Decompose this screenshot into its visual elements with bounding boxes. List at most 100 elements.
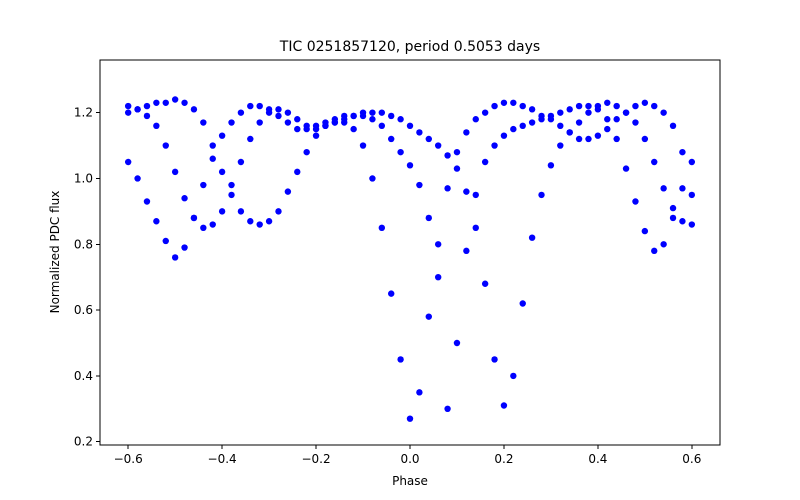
data-point <box>406 122 414 130</box>
data-point <box>575 135 583 143</box>
data-point <box>453 339 461 347</box>
data-point <box>378 224 386 232</box>
data-point <box>218 132 226 139</box>
data-point <box>369 175 376 182</box>
data-point <box>613 116 620 123</box>
y-tick-label: 0.4 <box>74 369 93 383</box>
data-point <box>303 148 310 156</box>
data-point <box>397 148 404 156</box>
data-point <box>124 158 132 166</box>
plot-frame <box>99 59 721 446</box>
data-point <box>481 109 489 116</box>
data-point <box>284 109 292 116</box>
data-point <box>247 102 254 110</box>
y-axis-ticks: 0.2 0.4 0.6 0.8 1.0 1.2 <box>74 106 100 449</box>
data-point <box>660 109 667 116</box>
data-point <box>425 135 432 143</box>
data-point <box>228 119 235 126</box>
data-point <box>294 168 301 176</box>
data-point <box>519 122 526 130</box>
data-point <box>641 135 649 143</box>
data-point <box>547 162 555 169</box>
data-point <box>688 191 696 199</box>
data-point <box>613 135 620 143</box>
data-point <box>688 221 696 228</box>
data-point <box>510 372 517 380</box>
data-point <box>369 116 376 123</box>
data-point <box>566 129 573 136</box>
data-point <box>388 112 395 120</box>
data-point <box>284 188 292 195</box>
data-point <box>651 158 658 166</box>
data-point <box>416 389 423 396</box>
data-point <box>162 142 169 149</box>
data-point <box>143 198 151 205</box>
data-point <box>481 158 489 166</box>
data-point <box>256 119 263 126</box>
data-point <box>294 125 301 133</box>
data-point <box>124 102 132 110</box>
data-point <box>181 195 188 202</box>
data-point <box>688 158 696 166</box>
data-point <box>651 102 658 110</box>
data-point <box>162 237 169 245</box>
data-point <box>416 129 423 136</box>
data-point <box>557 122 564 130</box>
data-point <box>510 99 517 106</box>
data-point <box>500 99 508 106</box>
data-point <box>481 280 489 287</box>
data-point <box>171 254 179 261</box>
data-point <box>660 185 667 192</box>
data-point <box>632 198 639 205</box>
data-point <box>679 218 686 225</box>
data-point <box>557 142 564 149</box>
x-axis-label: Phase <box>392 474 428 488</box>
data-point <box>218 168 226 176</box>
data-point <box>209 221 216 228</box>
data-point <box>463 129 470 136</box>
data-point <box>378 109 386 116</box>
data-point <box>669 214 677 222</box>
data-point <box>247 135 254 143</box>
data-point <box>312 125 320 133</box>
data-point <box>604 99 611 106</box>
x-tick-label: 0.6 <box>682 452 701 466</box>
data-point <box>463 188 470 195</box>
data-point <box>237 158 245 166</box>
data-point <box>585 135 592 143</box>
data-point <box>660 241 667 248</box>
data-point <box>632 102 639 110</box>
data-point <box>594 102 602 110</box>
data-point <box>359 142 367 149</box>
data-point <box>453 165 461 172</box>
data-point <box>641 227 649 235</box>
data-point <box>209 155 216 162</box>
data-point <box>359 109 367 116</box>
data-point <box>585 109 592 116</box>
data-point <box>322 122 329 130</box>
data-point <box>341 116 348 123</box>
data-point <box>406 415 414 422</box>
data-point <box>331 119 339 126</box>
data-point <box>397 116 404 123</box>
data-point <box>256 102 263 110</box>
y-tick-label: 1.2 <box>74 106 93 120</box>
data-point <box>134 175 141 182</box>
data-point <box>669 122 677 130</box>
data-point <box>472 116 479 123</box>
data-point <box>153 99 160 106</box>
data-point <box>669 204 677 212</box>
y-tick-label: 1.0 <box>74 171 93 185</box>
data-point <box>444 185 451 192</box>
data-point <box>228 191 235 199</box>
data-point <box>641 99 649 106</box>
x-tick-label: −0.4 <box>208 452 237 466</box>
data-point <box>604 116 611 123</box>
data-point <box>566 106 573 113</box>
data-point <box>510 125 517 133</box>
data-point <box>171 96 179 103</box>
data-point <box>237 208 245 215</box>
data-point <box>200 181 207 189</box>
data-point <box>538 191 545 199</box>
